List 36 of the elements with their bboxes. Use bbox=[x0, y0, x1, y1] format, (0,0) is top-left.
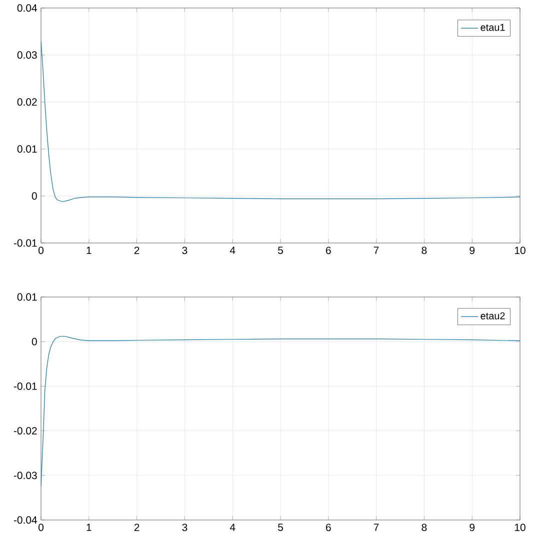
y-tick-label: -0.04 bbox=[14, 516, 37, 524]
x-tick-label: 8 bbox=[422, 524, 427, 532]
x-tick-label: 8 bbox=[422, 246, 427, 254]
y-tick-label: 0.04 bbox=[17, 4, 37, 12]
x-tick-label: 3 bbox=[182, 524, 188, 532]
y-tick-label: -0.02 bbox=[14, 427, 37, 435]
legend-label: etau1 bbox=[480, 24, 505, 31]
y-tick-label: -0.01 bbox=[14, 239, 37, 247]
x-tick-label: 0 bbox=[38, 246, 44, 254]
x-tick-label: 6 bbox=[326, 246, 331, 254]
legend-label: etau2 bbox=[480, 312, 505, 320]
x-tick-label: 7 bbox=[374, 524, 379, 531]
y-tick-label: 0.03 bbox=[17, 51, 37, 59]
y-tick-label: -0.01 bbox=[14, 382, 37, 390]
x-tick-label: 2 bbox=[134, 524, 140, 531]
x-tick-label: 10 bbox=[514, 524, 526, 532]
y-tick-label: 0 bbox=[32, 192, 37, 200]
x-tick-label: 3 bbox=[182, 246, 188, 254]
x-tick-label: 4 bbox=[230, 524, 236, 531]
x-tick-label: 1 bbox=[86, 246, 92, 254]
y-tick-label: 0.02 bbox=[17, 98, 37, 106]
x-tick-label: 2 bbox=[134, 246, 140, 254]
y-tick-label: -0.03 bbox=[14, 472, 37, 480]
y-tick-label: 0.01 bbox=[17, 145, 37, 153]
x-tick-label: 9 bbox=[470, 524, 475, 532]
y-tick-label: 0 bbox=[32, 338, 37, 346]
x-tick-label: 0 bbox=[38, 524, 44, 532]
x-tick-label: 7 bbox=[374, 246, 379, 254]
x-tick-label: 5 bbox=[278, 524, 283, 531]
y-tick-label: 0.01 bbox=[17, 293, 37, 301]
x-tick-label: 4 bbox=[230, 246, 236, 254]
x-tick-label: 1 bbox=[86, 524, 92, 531]
x-tick-label: 10 bbox=[514, 246, 526, 254]
x-tick-label: 6 bbox=[326, 524, 331, 532]
x-tick-label: 9 bbox=[470, 246, 475, 254]
x-tick-label: 5 bbox=[278, 246, 283, 254]
